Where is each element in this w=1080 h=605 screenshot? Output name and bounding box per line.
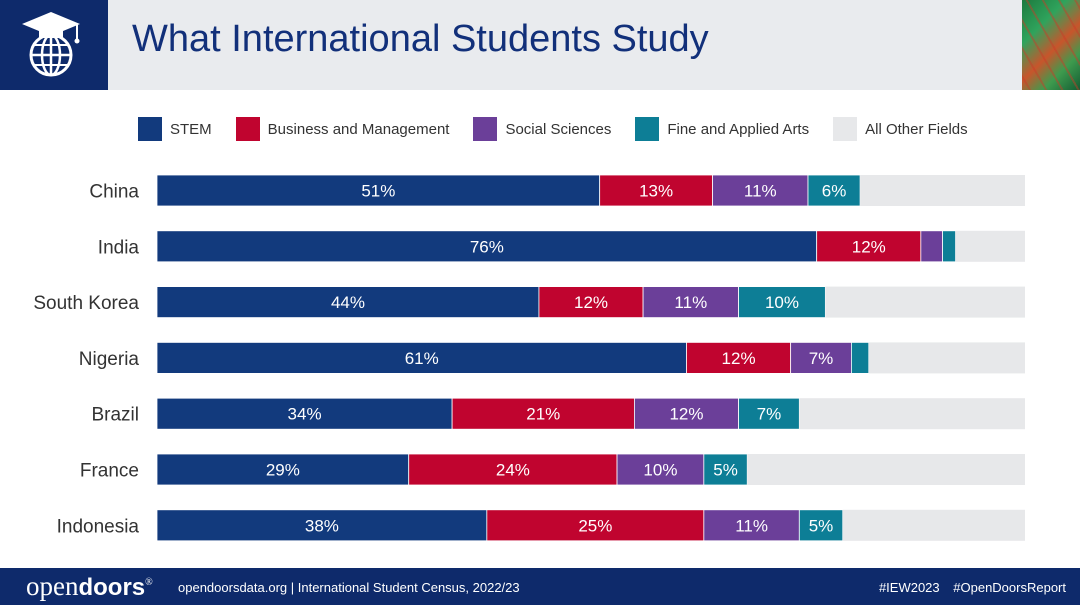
bar-segment-other-fields [747, 454, 1025, 485]
category-label: Indonesia [57, 516, 140, 537]
data-label: 10% [765, 293, 799, 312]
category-label: China [89, 182, 139, 203]
legend-label-arts: Fine and Applied Arts [667, 120, 810, 138]
logo-box [0, 0, 108, 90]
bar-segment-other-fields [799, 398, 1025, 430]
bar-segment-stem [156, 453, 410, 486]
data-label: 51% [361, 182, 395, 201]
data-label: 24% [496, 461, 530, 480]
data-label: 13% [639, 182, 673, 201]
bar-segment-arts [738, 397, 800, 430]
stacked-bar-chart: China 51% 13% 11% 6% India 76% 12% South Korea 44… [33, 174, 1025, 542]
page-title: What International Students Study [132, 18, 709, 60]
hashtag-opendoors[interactable]: #OpenDoorsReport [953, 580, 1066, 595]
graduation-globe-icon [22, 12, 80, 77]
bar-segment-social-sciences [790, 341, 852, 374]
data-label: 38% [305, 516, 339, 535]
data-label: 34% [288, 405, 322, 424]
bar-segment-social-sciences [920, 230, 943, 263]
bar-segment-business [538, 286, 644, 318]
category-label: Brazil [91, 405, 139, 426]
legend-item-other-fields: All Other Fields [833, 117, 968, 141]
category-label: France [80, 461, 139, 482]
legend-item-arts: Fine and Applied Arts [635, 117, 809, 141]
header-bar: What International Students Study [0, 0, 1080, 90]
data-label: 12% [722, 349, 756, 368]
data-label: 76% [470, 237, 504, 256]
bar-segment-social-sciences [642, 286, 739, 318]
data-label: 61% [405, 349, 439, 368]
legend-swatch-business [235, 117, 260, 141]
data-label: 5% [809, 516, 834, 535]
footer-tags: #IEW2023 #OpenDoorsReport [869, 580, 1066, 595]
footer-bar: opendoors® opendoorsdata.org | Internati… [0, 568, 1080, 605]
bar-segment-stem [156, 509, 488, 542]
data-label: 12% [669, 405, 703, 424]
bar-segment-social-sciences [703, 509, 800, 542]
bar-segment-other-fields [825, 286, 1025, 318]
bar-segment-other-fields [868, 342, 1025, 374]
legend-label-other-fields: All Other Fields [865, 120, 968, 138]
data-label: 21% [526, 405, 560, 424]
data-label: 12% [574, 293, 608, 312]
legend-swatch-stem [138, 117, 162, 141]
bar-segment-stem [156, 286, 540, 318]
bar-segment-stem [156, 174, 601, 207]
legend-label-stem: STEM [170, 120, 212, 138]
chart-legend: STEM Business and Management Social Scienc… [138, 117, 992, 141]
footer-source: opendoorsdata.org | International Studen… [178, 580, 520, 595]
data-label: 12% [852, 237, 886, 256]
data-label: 7% [757, 405, 782, 424]
legend-swatch-other-fields [833, 117, 858, 141]
hashtag-iew[interactable]: #IEW2023 [878, 580, 940, 595]
bar-segment-arts [798, 509, 844, 542]
data-label: 25% [578, 516, 612, 535]
decorative-leaf-image [1022, 0, 1080, 90]
data-label: 10% [643, 461, 677, 480]
data-label: 7% [809, 349, 834, 368]
legend-label-business: Business and Management [267, 120, 450, 138]
bar-segment-arts [703, 453, 748, 486]
data-label: 5% [713, 461, 738, 480]
bar-segment-arts [851, 341, 870, 374]
category-label: Nigeria [79, 349, 140, 370]
legend-item-social-sciences: Social Sciences [473, 117, 611, 141]
legend-swatch-arts [635, 117, 660, 141]
data-label: 6% [822, 182, 847, 201]
data-label: 11% [735, 516, 768, 535]
bar-segment-arts [807, 174, 861, 207]
bar-segment-business [486, 509, 705, 542]
bar-segment-other-fields [842, 509, 1025, 541]
bar-segment-business [686, 341, 792, 374]
legend-swatch-social-sciences [473, 117, 498, 141]
bar-segment-stem [156, 397, 453, 430]
data-label: 29% [266, 461, 300, 480]
category-label: South Korea [33, 293, 139, 314]
data-label: 44% [331, 293, 365, 312]
legend-label-social-sciences: Social Sciences [505, 120, 612, 138]
category-label: India [98, 237, 140, 258]
data-label: 11% [744, 182, 777, 201]
bar-segment-stem [156, 341, 687, 374]
opendoors-logo: opendoors® [26, 571, 153, 601]
bar-segment-other-fields [860, 175, 1025, 206]
bar-segment-business [451, 397, 635, 430]
bar-segment-social-sciences [634, 397, 739, 430]
bar-segment-arts [942, 230, 956, 263]
legend-item-stem: STEM [138, 117, 212, 141]
bar-segment-business [408, 453, 618, 486]
data-label: 11% [674, 293, 707, 312]
legend-item-business: Business and Management [235, 117, 450, 141]
bar-segment-other-fields [955, 230, 1025, 262]
